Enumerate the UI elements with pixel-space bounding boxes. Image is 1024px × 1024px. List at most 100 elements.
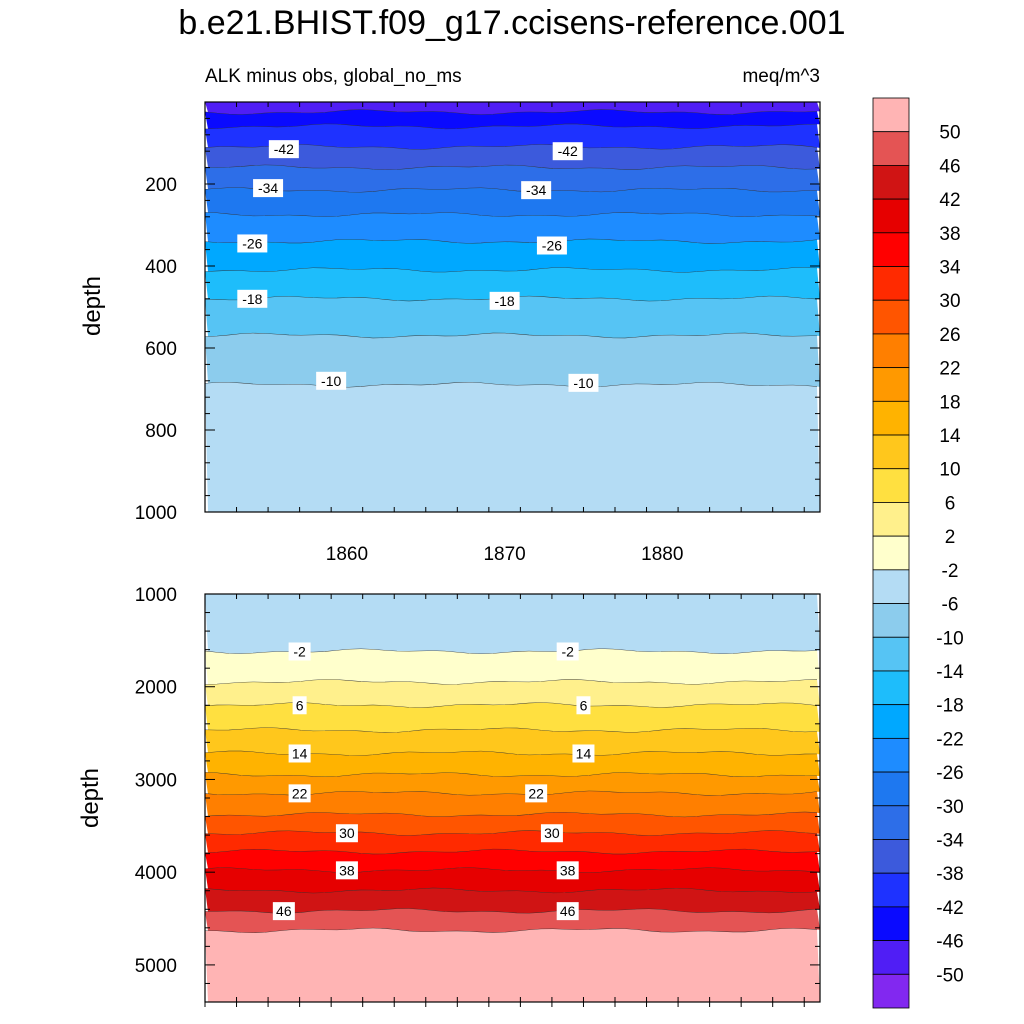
y-tick-label: 400 [145, 257, 177, 278]
colorbar-swatch [872, 569, 910, 604]
colorbar-swatch [872, 97, 910, 133]
contour-label-box [335, 824, 358, 843]
colorbar-label: 42 [939, 190, 960, 211]
contour-band [205, 187, 820, 217]
contour-label: 6 [580, 697, 588, 713]
contour-band [205, 791, 820, 818]
y-tick-label: 3000 [135, 770, 177, 791]
contour-label-box [253, 179, 284, 198]
contour-label: -42 [558, 143, 578, 159]
contour-band [205, 382, 820, 512]
colorbar: 50 46 42 38 34 30 26 22 18 14 10 6 2 -2 -6 -10 -14 -18 -22… [872, 97, 964, 1009]
colorbar-label: 6 [945, 493, 956, 514]
colorbar-swatch [872, 165, 910, 200]
colorbar-label: -22 [936, 729, 963, 750]
colorbar-label: 18 [939, 392, 960, 413]
colorbar-label: 30 [939, 291, 960, 312]
contour-band [205, 212, 820, 244]
contour-label: 38 [339, 862, 355, 878]
colorbar-swatch [872, 704, 910, 739]
contour-label-box [556, 861, 579, 880]
contour-label: 6 [296, 697, 304, 713]
colorbar-swatch [872, 367, 910, 402]
contour-label-box [335, 861, 358, 880]
contour-label-box [268, 140, 299, 159]
contour-label-box [536, 236, 567, 255]
colorbar-swatch [872, 535, 910, 571]
colorbar-swatch [872, 940, 910, 975]
colorbar-label: -26 [936, 763, 963, 784]
colorbar-swatch [872, 603, 910, 638]
contour-label: -34 [526, 182, 546, 198]
contour-label: -42 [274, 141, 294, 157]
contour-label-box [316, 371, 347, 390]
y-tick-label: 800 [145, 421, 177, 442]
colorbar-swatch [872, 400, 910, 436]
colorbar-label: -42 [936, 898, 963, 919]
contour-label: -18 [494, 293, 514, 309]
contour-label: -18 [242, 291, 262, 307]
chart-title: b.e21.BHIST.f09_g17.ccisens-reference.00… [178, 4, 845, 42]
contour-label: 14 [576, 745, 592, 761]
contour-band [205, 888, 820, 914]
contour-label: 30 [544, 825, 560, 841]
contour-label-box [556, 902, 579, 921]
contour-band [205, 594, 820, 654]
contour-label: -26 [542, 238, 562, 254]
colorbar-swatch [872, 839, 910, 874]
contour-band [205, 751, 820, 777]
contour-label-box [540, 824, 563, 843]
contour-band [205, 727, 820, 756]
contour-label: -10 [321, 373, 341, 389]
contour-label-box [521, 181, 552, 200]
contour-label: -26 [242, 235, 262, 251]
contour-label: -2 [293, 643, 306, 659]
contour-label: 22 [528, 785, 544, 801]
contour-band [205, 239, 820, 273]
contour-label-box [576, 696, 591, 715]
contour-label: 38 [560, 862, 576, 878]
colorbar-label: 46 [939, 156, 960, 177]
contour-band [205, 830, 820, 855]
colorbar-swatch [872, 468, 910, 503]
y-tick-label: 2000 [135, 678, 177, 699]
contour-band [205, 867, 820, 894]
contour-band [205, 165, 820, 193]
contour-label: 46 [560, 903, 576, 919]
colorbar-swatch [872, 737, 910, 773]
chart-subtitle-left: ALK minus obs, global_no_ms [205, 66, 462, 87]
x-tick-label: 1870 [483, 544, 525, 565]
contour-label-box [572, 744, 595, 763]
contour-label: -34 [258, 180, 278, 196]
colorbar-swatch [872, 434, 910, 470]
colorbar-label: -18 [936, 696, 963, 717]
colorbar-swatch [872, 299, 910, 335]
upper-x-tick-labels: 1860 1870 1880 [326, 544, 684, 565]
contour-label-box [237, 234, 268, 253]
colorbar-label: -10 [936, 628, 963, 649]
colorbar-label: 26 [939, 325, 960, 346]
colorbar-label: 14 [939, 426, 961, 447]
colorbar-swatch [872, 872, 910, 908]
contour-line [204, 848, 818, 855]
contour-band [205, 296, 820, 339]
contour-band [205, 102, 820, 115]
contour-label: 46 [276, 903, 292, 919]
y-tick-label: 4000 [135, 863, 177, 884]
colorbar-label: 34 [939, 258, 961, 279]
colorbar-swatch [872, 906, 910, 941]
upper-y-axis-label: depth [79, 276, 106, 336]
contour-label: -10 [573, 375, 593, 391]
colorbar-label: 50 [939, 123, 960, 144]
contour-label: -2 [561, 643, 574, 659]
contour-label-box [556, 642, 579, 661]
contour-band [205, 849, 820, 873]
colorbar-label: -14 [936, 662, 964, 683]
contour-band [205, 124, 820, 150]
colorbar-swatch [872, 973, 910, 1009]
contour-label: 30 [339, 825, 355, 841]
contour-label: 22 [292, 785, 308, 801]
contour-label-box [272, 902, 295, 921]
y-tick-label: 5000 [135, 956, 177, 977]
colorbar-swatch [872, 670, 910, 706]
